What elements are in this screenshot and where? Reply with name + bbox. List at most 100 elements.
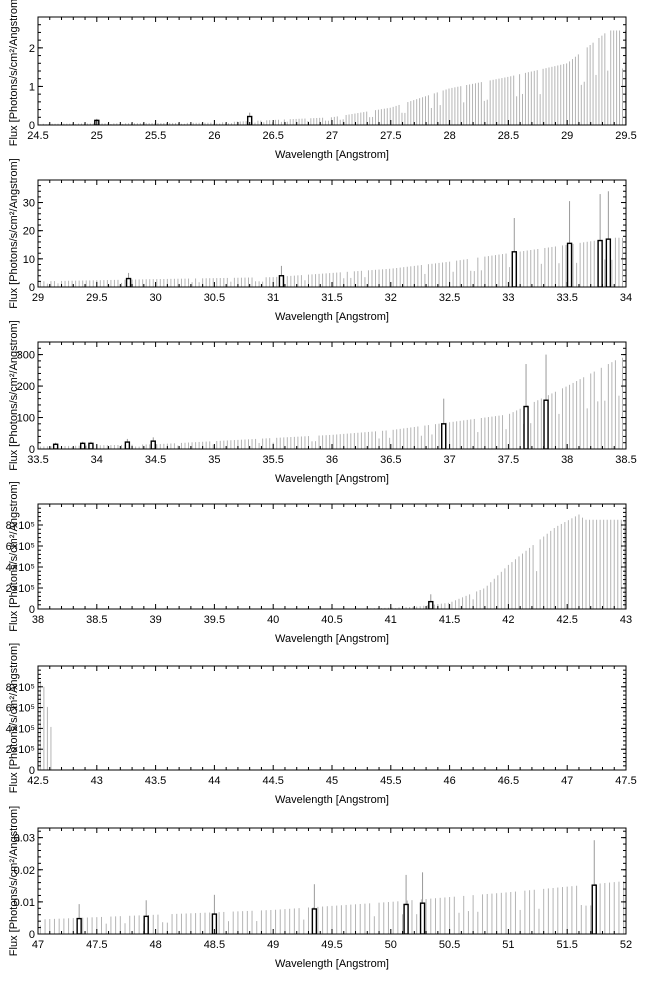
emission-line-bar xyxy=(441,423,447,449)
y-axis-label: Flux [Photons/s/cm²/Angstrom] xyxy=(8,158,20,308)
emission-line-bar xyxy=(52,443,59,449)
x-tick-label: 24.5 xyxy=(27,130,48,142)
x-tick-label: 33.5 xyxy=(27,454,48,466)
emission-line-bar xyxy=(597,239,603,287)
y-tick-label: 0 xyxy=(29,765,35,777)
x-tick-label: 38.5 xyxy=(615,454,636,466)
plot-area xyxy=(39,840,625,934)
chart-panel-5: 42.5 43 43.5 44 44.5 45 45.5 46 46.5 47 47.5 0 2×10⁵… xyxy=(6,643,637,806)
x-tick-label: 36 xyxy=(326,454,338,466)
x-tick-label: 42.5 xyxy=(27,775,48,787)
x-axis-label: Wavelength [Angstrom] xyxy=(275,473,389,485)
y-tick-label: 2 xyxy=(29,43,35,55)
x-tick-label: 35 xyxy=(208,454,220,466)
emission-line-bar xyxy=(605,238,612,287)
x-tick-label: 29.5 xyxy=(615,130,636,142)
x-tick-label: 27 xyxy=(326,130,338,142)
emission-line-bar xyxy=(591,884,597,934)
x-tick-label: 47.5 xyxy=(86,939,107,951)
x-axis-label: Wavelength [Angstrom] xyxy=(275,794,389,806)
x-tick-label: 32 xyxy=(385,292,397,304)
x-tick-label: 26.5 xyxy=(262,130,283,142)
x-tick-label: 29 xyxy=(561,130,573,142)
y-tick-label: 6×10⁵ xyxy=(6,541,35,553)
emission-line-bar xyxy=(311,908,318,934)
x-tick-label: 35.5 xyxy=(262,454,283,466)
plot-area xyxy=(39,30,626,125)
y-tick-label: 6×10⁵ xyxy=(6,703,35,715)
y-tick-label: 300 xyxy=(17,350,35,362)
y-tick-label: 0.01 xyxy=(14,897,35,909)
x-tick-label: 31.5 xyxy=(321,292,342,304)
x-tick-label: 44.5 xyxy=(262,775,283,787)
x-axis-label: Wavelength [Angstrom] xyxy=(275,633,389,645)
emission-line-bar xyxy=(76,917,82,934)
y-tick-label: 8×10⁵ xyxy=(6,520,35,532)
plot-area xyxy=(366,514,626,609)
x-tick-label: 45.5 xyxy=(380,775,401,787)
x-tick-label: 43 xyxy=(620,614,632,626)
emission-line-bar xyxy=(143,915,149,934)
plot-frame xyxy=(37,503,627,610)
x-tick-label: 38 xyxy=(561,454,573,466)
x-tick-label: 40 xyxy=(267,614,279,626)
y-tick-label: 1 xyxy=(29,81,35,93)
emission-line-bar xyxy=(543,399,549,449)
x-axis-label: Wavelength [Angstrom] xyxy=(275,958,389,970)
y-tick-label: 4×10⁵ xyxy=(6,723,35,735)
y-axis-label: Flux [Photons/s/cm²/Angstrom] xyxy=(8,0,20,146)
y-tick-label: 2×10⁵ xyxy=(6,583,35,595)
x-tick-label: 34 xyxy=(91,454,103,466)
x-tick-label: 45 xyxy=(326,775,338,787)
x-tick-label: 41 xyxy=(385,614,397,626)
emission-line-bar xyxy=(403,903,409,934)
y-tick-label: 0 xyxy=(29,120,35,132)
y-tick-label: 2×10⁵ xyxy=(6,744,35,756)
emission-line-bar xyxy=(125,277,132,287)
x-tick-label: 30.5 xyxy=(204,292,225,304)
x-tick-label: 48 xyxy=(149,939,161,951)
x-tick-label: 32.5 xyxy=(439,292,460,304)
x-tick-label: 42.5 xyxy=(556,614,577,626)
x-tick-label: 28 xyxy=(443,130,455,142)
plot-area xyxy=(39,191,623,287)
emission-line-bar xyxy=(79,442,86,449)
y-tick-label: 0 xyxy=(29,444,35,456)
x-tick-label: 40.5 xyxy=(321,614,342,626)
x-tick-label: 34.5 xyxy=(145,454,166,466)
x-tick-label: 31 xyxy=(267,292,279,304)
emission-line-bar xyxy=(150,440,156,449)
x-tick-label: 39.5 xyxy=(204,614,225,626)
y-axis-label: Flux [Photons/s/cm²/Angstrom] xyxy=(8,806,20,956)
x-tick-label: 46 xyxy=(443,775,455,787)
emission-line-bar xyxy=(124,441,131,449)
emission-line-bar xyxy=(523,405,529,449)
y-tick-label: 20 xyxy=(23,226,35,238)
plot-area xyxy=(39,354,623,449)
x-tick-label: 27.5 xyxy=(380,130,401,142)
x-tick-label: 29 xyxy=(32,292,44,304)
x-axis-label: Wavelength [Angstrom] xyxy=(275,149,389,161)
x-tick-label: 47 xyxy=(32,939,44,951)
x-tick-label: 46.5 xyxy=(498,775,519,787)
y-tick-label: 0.03 xyxy=(14,833,35,845)
x-tick-label: 37 xyxy=(443,454,455,466)
x-tick-label: 50.5 xyxy=(439,939,460,951)
x-tick-label: 48.5 xyxy=(204,939,225,951)
emission-line-bar xyxy=(278,275,285,287)
chart-panel-4: 38 38.5 39 39.5 40 40.5 41 41.5 42 42.5 43 0 2×10⁵ 4×… xyxy=(6,481,632,645)
plot-frame xyxy=(37,665,627,771)
x-tick-label: 28.5 xyxy=(498,130,519,142)
emission-line-bar xyxy=(88,442,94,449)
chart-panel-2: 29 29.5 30 30.5 31 31.5 32 32.5 33 33.5 34 0 10 20 30 W… xyxy=(8,158,632,323)
x-tick-label: 47.5 xyxy=(615,775,636,787)
x-tick-label: 44 xyxy=(208,775,220,787)
y-axis-label: Flux [Photons/s/cm²/Angstrom] xyxy=(8,320,20,470)
emission-line-bar xyxy=(419,902,426,934)
y-axis-label: Flux [Photons/s/cm²/Angstrom] xyxy=(8,481,20,631)
chart-panel-6: 47 47.5 48 48.5 49 49.5 50 50.5 51 51.5 52 0 0.01 0.0… xyxy=(8,806,632,970)
emission-line-bar xyxy=(511,251,517,287)
x-tick-label: 41.5 xyxy=(439,614,460,626)
x-tick-label: 33.5 xyxy=(556,292,577,304)
